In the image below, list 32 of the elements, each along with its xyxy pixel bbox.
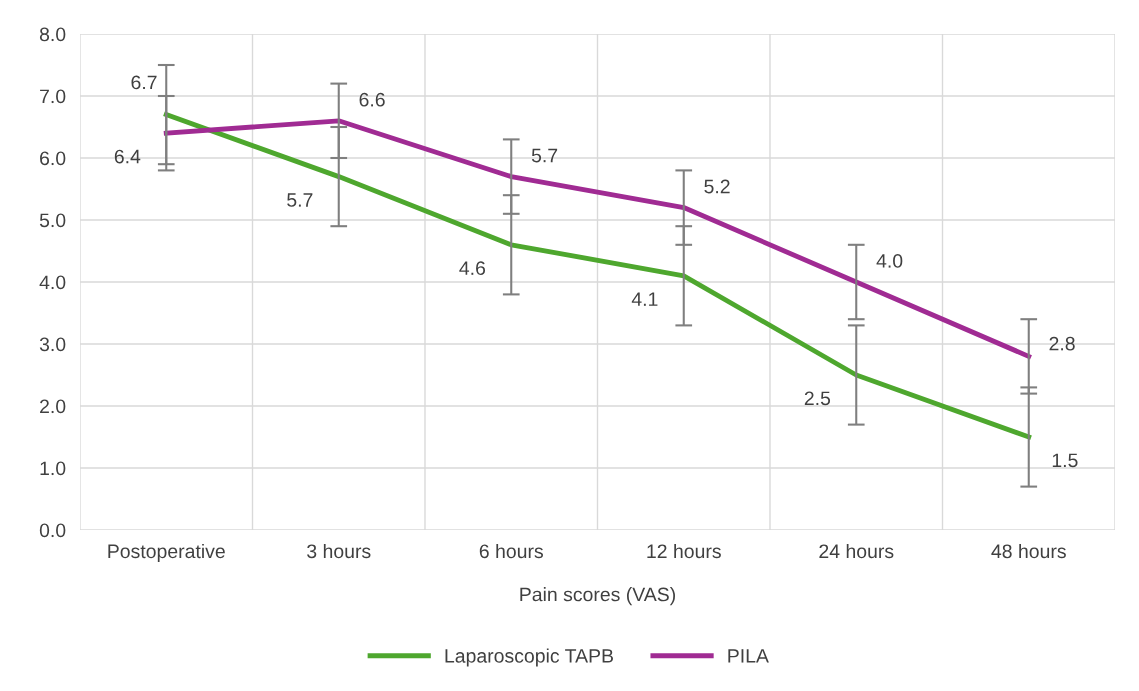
x-tick-label: 6 hours — [479, 543, 543, 559]
y-tick-label: 6.0 — [40, 151, 66, 166]
data-label: 4.0 — [876, 254, 903, 268]
legend-label: Laparoscopic TAPB — [445, 648, 613, 667]
data-label: 5.7 — [287, 193, 313, 207]
data-label: 4.1 — [631, 292, 658, 306]
data-label: 2.8 — [1049, 336, 1075, 351]
y-tick-label: 4.0 — [39, 275, 66, 290]
y-tick-label: 2.0 — [40, 399, 66, 414]
x-tick-label: 12 hours — [647, 543, 721, 559]
data-label: 2.5 — [804, 391, 831, 406]
x-axis-title: Pain scores (VAS) — [520, 587, 675, 606]
legend-label: PILA — [728, 649, 769, 663]
line-series — [163, 118, 1032, 359]
y-tick-label: 0.0 — [39, 523, 66, 538]
x-tick-label: 3 hours — [307, 543, 371, 559]
line-series — [163, 112, 1032, 440]
y-tick-label: 3.0 — [39, 337, 66, 352]
data-label: 6.7 — [131, 75, 157, 90]
y-tick-label: 8.0 — [39, 27, 66, 42]
y-tick-label: 1.0 — [40, 461, 66, 476]
y-tick-label: 7.0 — [40, 89, 66, 104]
data-label: 1.5 — [1052, 453, 1078, 468]
x-tick-label: 48 hours — [991, 543, 1066, 559]
data-label: 5.2 — [704, 179, 730, 194]
data-label: 6.4 — [114, 149, 141, 164]
x-tick-label: 24 hours — [819, 543, 894, 559]
data-label: 6.6 — [359, 92, 385, 107]
data-label: 5.7 — [531, 148, 558, 163]
y-tick-label: 5.0 — [39, 213, 66, 228]
data-label: 4.6 — [459, 261, 486, 276]
x-tick-label: Postoperative — [108, 543, 225, 563]
